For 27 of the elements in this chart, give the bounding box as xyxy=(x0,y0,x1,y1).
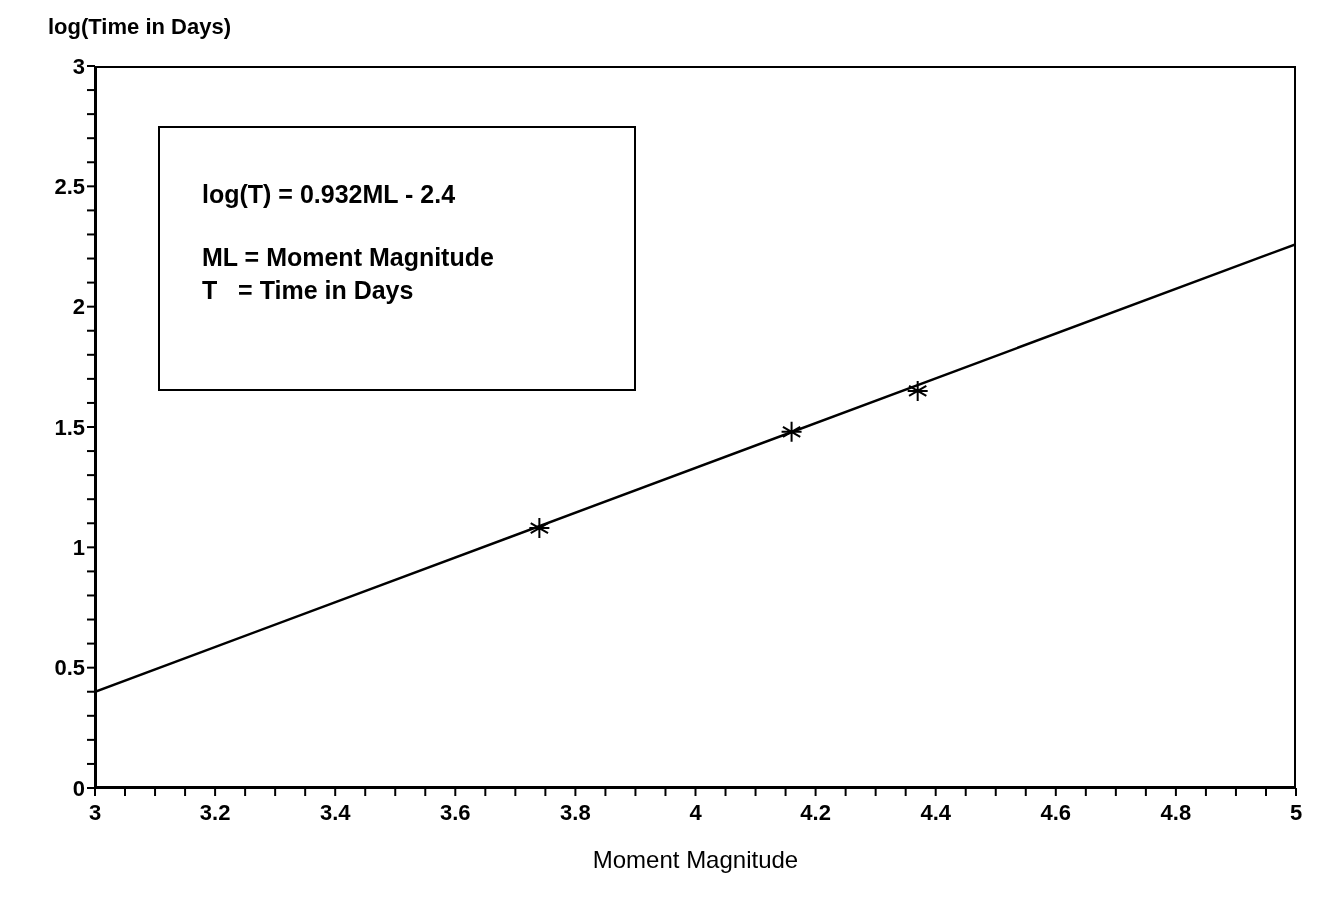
x-tick-label: 3.2 xyxy=(199,799,231,825)
y-tick-label: 1 xyxy=(72,535,85,561)
y-tick-label: 0 xyxy=(72,775,85,801)
y-tick-label: 2.5 xyxy=(54,174,85,200)
point xyxy=(780,420,803,443)
x-tick-label: 4.4 xyxy=(920,799,952,825)
x-tick-label: 4.8 xyxy=(1160,799,1192,825)
x-tick-label: 3 xyxy=(88,799,102,825)
x-axis-title: Moment Magnitude xyxy=(592,846,799,873)
y-tick-label: 2 xyxy=(72,294,85,320)
x-tick-label: 3.6 xyxy=(440,799,471,825)
x-tick-label: 4.6 xyxy=(1040,799,1072,825)
x-tick-label: 3.8 xyxy=(560,799,591,825)
annotation: ML = Moment Magnitude xyxy=(202,243,495,272)
point xyxy=(906,379,929,402)
y-tick-label: 0.5 xyxy=(54,655,85,681)
x-tick-label: 4.2 xyxy=(800,799,831,825)
y-tick-label: 3 xyxy=(72,53,85,79)
annotation: T = Time in Days xyxy=(202,276,415,305)
point xyxy=(528,517,551,540)
x-tick-label: 4 xyxy=(689,799,703,825)
annotation: log(T) = 0.932ML - 2.4 xyxy=(202,180,457,209)
x-tick-label: 5 xyxy=(1289,799,1303,825)
note-box: log(T) = 0.932ML - 2.4 ML = Moment Magnitude T = Time in Days xyxy=(158,126,636,391)
y-tick-label: 1.5 xyxy=(54,414,85,440)
x-tick-label: 3.4 xyxy=(319,799,352,825)
y-axis-title: log(Time in Days) xyxy=(48,14,231,40)
